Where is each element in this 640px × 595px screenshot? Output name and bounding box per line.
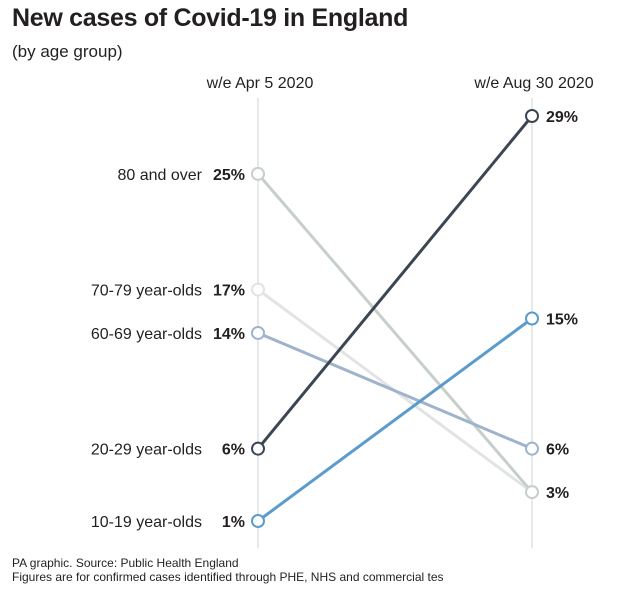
point-start-4: [251, 514, 265, 528]
chart-subtitle: (by age group): [12, 42, 123, 61]
value-label-start-3: 6%: [222, 442, 245, 459]
category-label-4: 10-19 year-olds: [91, 514, 202, 531]
category-label-2: 60-69 year-olds: [91, 326, 202, 343]
value-label-end-4: 15%: [546, 312, 578, 329]
value-label-start-2: 14%: [213, 326, 245, 343]
point-end-3: [525, 109, 539, 123]
point-start-0: [251, 166, 265, 181]
chart-footer: PA graphic. Source: Public Health Englan…: [12, 556, 444, 584]
x-label-start: w/e Apr 5 2020: [206, 75, 314, 92]
value-label-end-3: 29%: [546, 109, 578, 126]
value-label-end-0: 3%: [546, 485, 569, 502]
series-line-4: [257, 317, 533, 523]
footnote: Figures are for confirmed cases identifi…: [12, 570, 444, 584]
series-line-0: [256, 172, 534, 494]
point-start-2: [251, 325, 265, 340]
value-label-start-1: 17%: [213, 283, 245, 300]
category-label-3: 20-29 year-olds: [91, 442, 202, 459]
source-note: PA graphic. Source: Public Health Englan…: [12, 556, 239, 570]
value-label-start-0: 25%: [213, 167, 245, 184]
chart-title: New cases of Covid-19 in England: [12, 4, 409, 32]
point-start-3: [251, 441, 265, 456]
series-line-3: [256, 115, 534, 450]
category-label-1: 70-79 year-olds: [91, 283, 202, 300]
value-label-start-4: 1%: [222, 514, 245, 531]
point-start-1: [251, 282, 265, 297]
value-label-end-2: 6%: [546, 442, 569, 459]
point-end-2: [525, 441, 539, 456]
point-end-0: [525, 485, 539, 500]
category-label-0: 80 and over: [117, 167, 202, 184]
x-label-end: w/e Aug 30 2020: [473, 75, 593, 92]
series-line-2: [257, 331, 533, 451]
point-end-4: [525, 311, 539, 326]
